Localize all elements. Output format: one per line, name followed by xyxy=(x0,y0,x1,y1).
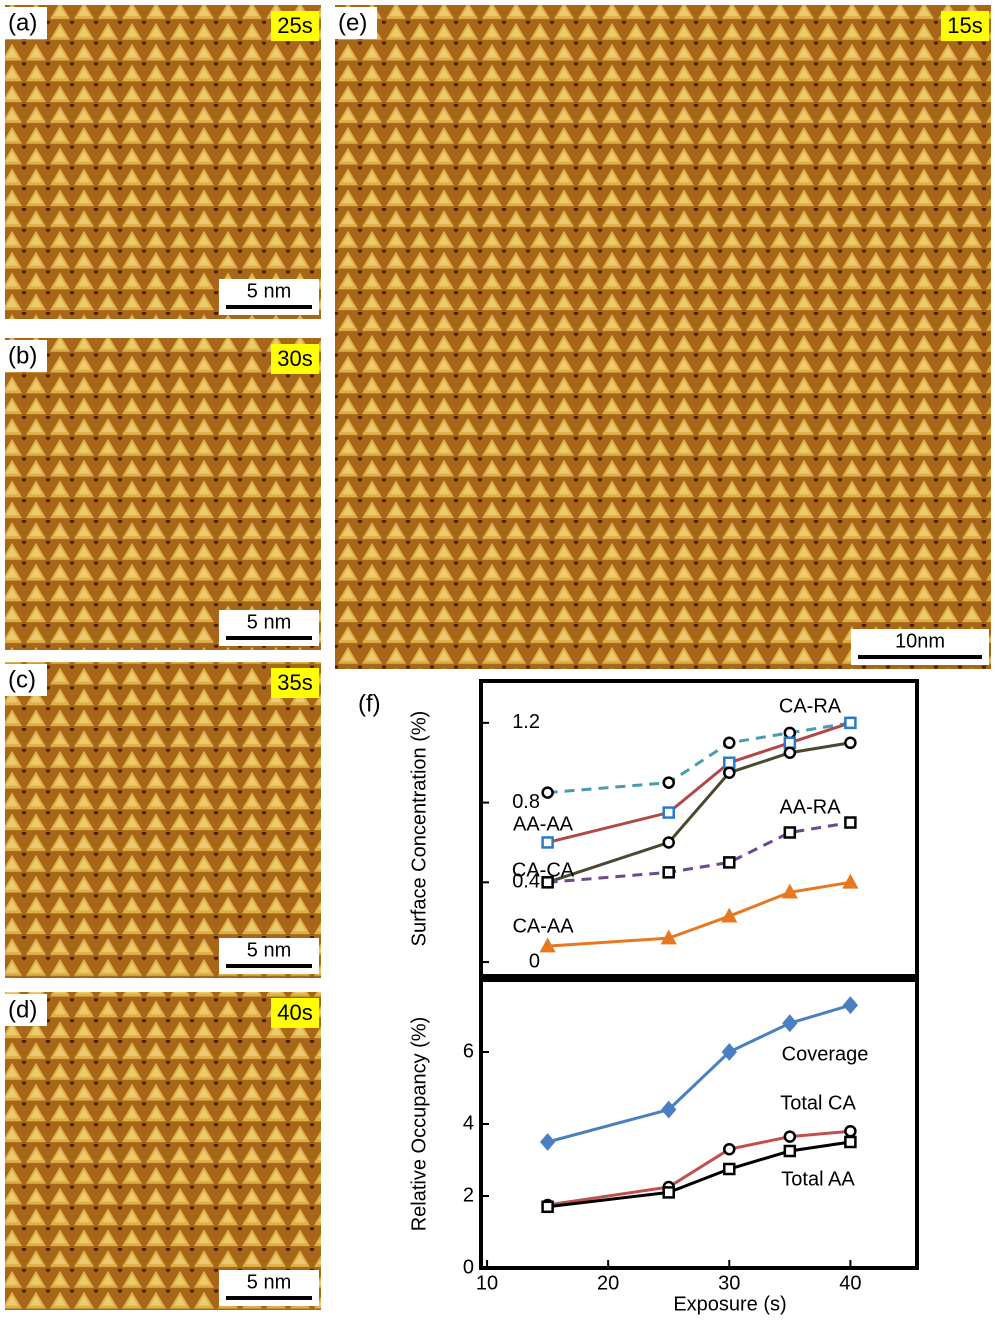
stm-image xyxy=(5,992,321,1310)
y-tick-label: 1.2 xyxy=(512,711,540,733)
stm-image xyxy=(5,338,321,650)
marker xyxy=(784,1016,796,1030)
marker xyxy=(844,998,856,1012)
series-label: CA-AA xyxy=(512,915,574,937)
series-label: Coverage xyxy=(782,1043,869,1065)
series-line xyxy=(548,723,851,843)
marker xyxy=(724,1164,734,1174)
scale-bar xyxy=(226,305,312,309)
time-label: 40s xyxy=(277,1000,312,1025)
scale-label: 5 nm xyxy=(247,1271,291,1293)
marker xyxy=(785,728,795,738)
y-tick-label: 0 xyxy=(529,950,540,972)
series-label: Total CA xyxy=(780,1092,856,1114)
y-tick-label: 0.8 xyxy=(512,791,540,813)
series-line xyxy=(548,723,851,793)
x-tick-label: 10 xyxy=(476,1272,498,1294)
marker xyxy=(785,1146,795,1156)
marker xyxy=(542,940,554,951)
marker xyxy=(785,1132,795,1142)
figure: (f) (a) 25s 5 nm (b) 30s 5 nm (c) 35s 5 nm (d) 40s… xyxy=(0,0,995,1321)
marker xyxy=(845,738,855,748)
marker xyxy=(724,857,734,867)
panel-label: (c) xyxy=(8,666,36,693)
scale-bar xyxy=(858,655,982,659)
series-line xyxy=(548,1005,851,1142)
series-label: CA-RA xyxy=(779,695,842,717)
marker xyxy=(785,748,795,758)
marker xyxy=(724,1144,734,1154)
marker xyxy=(664,1187,674,1197)
stm-image xyxy=(335,5,991,669)
time-label: 25s xyxy=(277,13,312,38)
marker xyxy=(664,808,674,818)
y-tick-label: 2 xyxy=(463,1184,474,1206)
time-label: 15s xyxy=(947,13,982,38)
marker xyxy=(785,738,795,748)
marker xyxy=(785,827,795,837)
marker xyxy=(664,867,674,877)
marker xyxy=(543,1202,553,1212)
marker xyxy=(664,837,674,847)
marker xyxy=(724,758,734,768)
marker xyxy=(844,876,856,887)
series-label: AA-RA xyxy=(779,796,841,818)
marker xyxy=(543,788,553,798)
time-label: 35s xyxy=(277,670,312,695)
marker xyxy=(724,738,734,748)
scale-bar xyxy=(226,1296,312,1300)
y-tick-label: 0 xyxy=(463,1256,474,1278)
marker xyxy=(543,877,553,887)
scale-label: 5 nm xyxy=(247,280,291,302)
marker xyxy=(664,778,674,788)
marker xyxy=(845,718,855,728)
marker xyxy=(663,932,675,943)
x-tick-label: 40 xyxy=(839,1272,861,1294)
panel-label: (f) xyxy=(358,690,381,717)
stm-image xyxy=(5,5,321,319)
series-label: Total AA xyxy=(781,1168,855,1190)
y-tick-label: 4 xyxy=(463,1112,474,1134)
panel-label: (a) xyxy=(8,9,37,36)
scale-bar xyxy=(226,964,312,968)
panel-label: (d) xyxy=(8,996,37,1023)
x-tick-label: 30 xyxy=(718,1272,740,1294)
marker xyxy=(784,886,796,897)
scale-label: 5 nm xyxy=(247,939,291,961)
y-axis-label: Relative Occupancy (%) xyxy=(408,1017,430,1232)
y-tick-label: 6 xyxy=(463,1040,474,1062)
series-label: AA-AA xyxy=(513,813,574,835)
x-axis-label: Exposure (s) xyxy=(673,1293,786,1315)
panel-label: (b) xyxy=(8,342,37,369)
scale-bar xyxy=(226,636,312,640)
marker xyxy=(845,818,855,828)
time-label: 30s xyxy=(277,346,312,371)
marker xyxy=(724,768,734,778)
panel-label: (e) xyxy=(338,9,367,36)
y-axis-label: Surface Concentration (%) xyxy=(408,711,430,947)
marker xyxy=(845,1137,855,1147)
x-tick-label: 20 xyxy=(597,1272,619,1294)
marker xyxy=(845,1126,855,1136)
plot-frame xyxy=(481,980,917,1268)
marker xyxy=(543,837,553,847)
marker xyxy=(542,1135,554,1149)
scale-label: 5 nm xyxy=(247,611,291,633)
marker xyxy=(723,910,735,921)
scale-label: 10nm xyxy=(895,630,945,652)
series-line xyxy=(548,882,851,946)
stm-image xyxy=(5,662,321,978)
